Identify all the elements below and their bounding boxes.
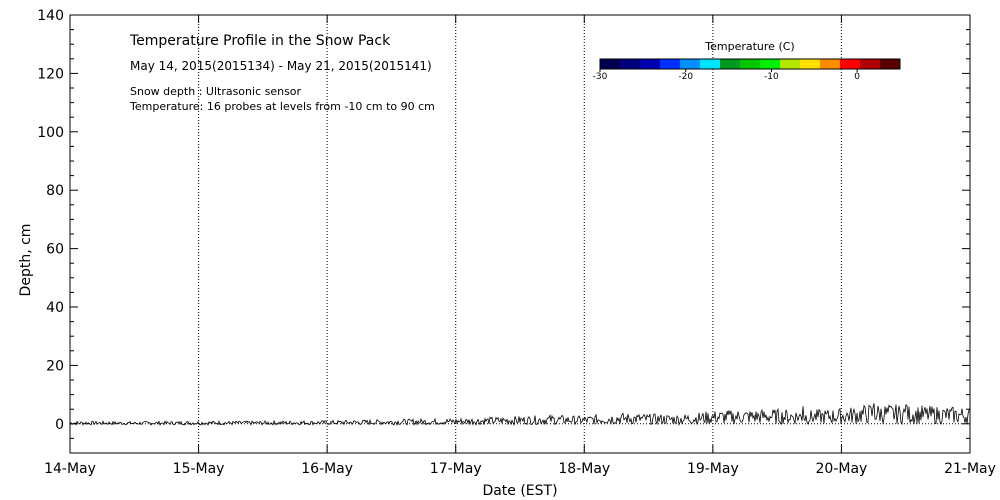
colorbar-swatch [700, 59, 721, 69]
chart-subtitle: May 14, 2015(2015134) - May 21, 2015(201… [130, 59, 432, 73]
colorbar-swatch [600, 59, 621, 69]
x-axis-label: Date (EST) [482, 483, 557, 499]
colorbar-swatch [880, 59, 901, 69]
colorbar-tick-label: -30 [593, 72, 608, 82]
colorbar-tick-label: -20 [678, 72, 693, 82]
x-tick-label: 20-May [816, 461, 868, 477]
y-tick-label: 100 [37, 125, 64, 141]
y-tick-label: 0 [55, 417, 64, 433]
x-tick-label: 19-May [687, 461, 739, 477]
y-tick-label: 20 [46, 358, 64, 374]
colorbar-swatch [760, 59, 781, 69]
y-tick-label: 40 [46, 300, 64, 316]
y-axis-label: Depth, cm [18, 224, 34, 297]
snow-depth-line [69, 403, 971, 427]
colorbar-swatch [640, 59, 661, 69]
colorbar-swatch [620, 59, 641, 69]
y-tick-label: 60 [46, 242, 64, 258]
note-temperature: Temperature: 16 probes at levels from -1… [129, 100, 435, 113]
colorbar-frame [599, 58, 901, 70]
colorbar-swatch [800, 59, 821, 69]
colorbar-swatch [820, 59, 841, 69]
y-tick-label: 140 [37, 8, 64, 24]
colorbar-swatch [660, 59, 681, 69]
colorbar-tick-label: 0 [854, 72, 860, 82]
y-tick-label: 80 [46, 183, 64, 199]
colorbar-swatch [840, 59, 861, 69]
x-tick-label: 15-May [173, 461, 225, 477]
colorbar-swatch [720, 59, 741, 69]
y-tick-label: 120 [37, 66, 64, 82]
x-tick-label: 16-May [301, 461, 353, 477]
series-layer [69, 403, 971, 427]
chart-title: Temperature Profile in the Snow Pack [129, 33, 391, 49]
colorbar-swatch [860, 59, 881, 69]
note-snow-depth: Snow depth : Ultrasonic sensor [130, 85, 302, 98]
x-tick-label: 18-May [558, 461, 610, 477]
x-tick-label: 14-May [44, 461, 96, 477]
colorbar-swatch [780, 59, 801, 69]
colorbar-swatch [740, 59, 761, 69]
colorbar-title: Temperature (C) [704, 40, 794, 53]
colorbar-swatch [680, 59, 701, 69]
y-axis-ticks: 0 20 40 60 80 100 120 140 [37, 8, 970, 454]
temperature-colorbar: Temperature (C) -30 -20 -10 0 [593, 40, 901, 82]
colorbar-tick-label: -10 [764, 72, 779, 82]
x-axis-ticks: 14-May 15-May 16-May 17-May 18-May 19-May 20-M… [44, 15, 996, 477]
x-tick-label: 17-May [430, 461, 482, 477]
x-tick-label: 21-May [944, 461, 996, 477]
